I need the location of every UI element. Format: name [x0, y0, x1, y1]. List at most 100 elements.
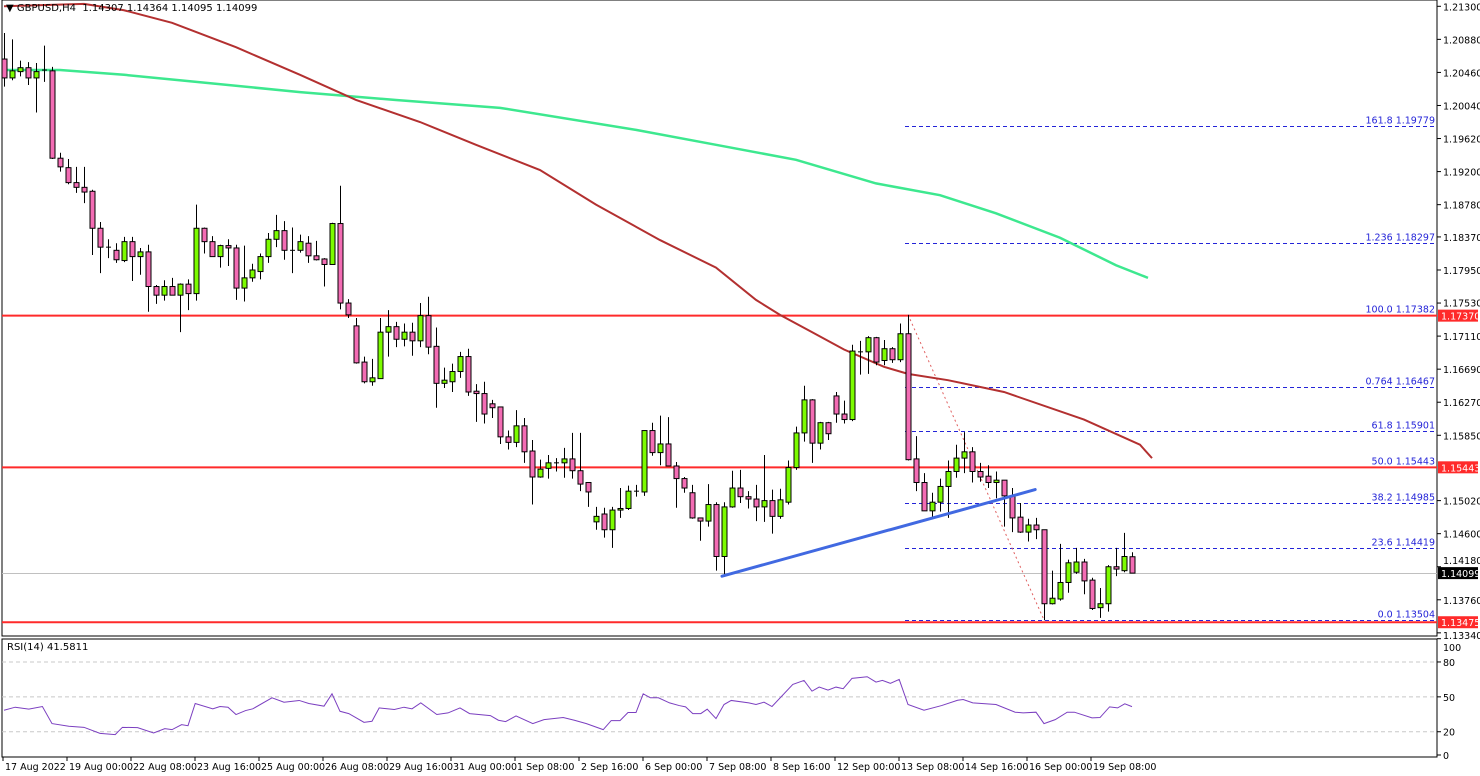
fib-level-label: 23.6 1.14419	[1372, 538, 1435, 549]
candle	[9, 39, 16, 81]
candle	[1033, 517, 1040, 540]
candle-body	[625, 490, 632, 509]
candle-body	[1113, 566, 1120, 570]
candle-body	[689, 492, 696, 519]
candle	[521, 417, 528, 463]
candle-body	[153, 286, 160, 296]
price-tick-label: 1.15850	[1443, 431, 1480, 442]
candle-body	[1001, 479, 1008, 497]
candle-body	[977, 470, 984, 478]
candle-body	[513, 425, 520, 443]
time-tick-label: 12 Sep 00:00	[837, 762, 900, 773]
candle	[473, 384, 480, 422]
candle	[1025, 518, 1032, 542]
candle	[977, 462, 984, 482]
candle	[905, 314, 912, 461]
candle	[465, 348, 472, 396]
moving-average-slow	[4, 68, 1149, 280]
candle	[625, 485, 632, 511]
candle	[809, 399, 816, 463]
candle	[409, 322, 416, 356]
candle	[849, 344, 856, 422]
time-tick-label: 14 Sep 16:00	[965, 762, 1028, 773]
candle	[106, 239, 111, 259]
candle	[1073, 547, 1080, 574]
candle-body	[113, 249, 120, 261]
candle-body	[65, 167, 72, 184]
candle	[1017, 502, 1024, 533]
candle	[529, 440, 536, 505]
candle	[577, 432, 584, 492]
candle-body	[849, 350, 856, 421]
candle	[25, 62, 32, 86]
candle-body	[737, 487, 744, 498]
candle-body	[897, 333, 904, 361]
candle	[705, 484, 712, 527]
candle-body	[665, 443, 672, 467]
candle-body	[209, 241, 216, 258]
candle	[161, 280, 168, 301]
candle-body	[1065, 562, 1072, 583]
candle	[505, 430, 512, 450]
candle	[569, 432, 576, 479]
candle	[273, 214, 280, 248]
candle	[1001, 479, 1008, 527]
candle-body	[177, 283, 184, 296]
candle	[841, 400, 848, 424]
candle-body	[449, 371, 456, 383]
candle	[281, 221, 288, 260]
candle-body	[721, 506, 728, 557]
candle	[697, 517, 704, 541]
time-tick-label: 29 Aug 16:00	[389, 762, 453, 773]
candle-body	[777, 499, 784, 517]
candle	[169, 277, 176, 296]
candle-body	[201, 227, 208, 243]
candle-body	[937, 485, 944, 503]
candle-body	[425, 315, 432, 348]
candle	[209, 236, 216, 258]
rsi-label: RSI(14) 41.5811	[7, 642, 89, 653]
candle-body	[121, 241, 128, 262]
price-tick-label: 1.17530	[1443, 299, 1480, 310]
candle	[1121, 532, 1128, 573]
candle-body	[881, 348, 888, 362]
price-tick-label: 1.15020	[1443, 497, 1480, 508]
candle-body	[225, 245, 232, 249]
price-tick-label: 1.16690	[1443, 365, 1480, 376]
candle	[769, 489, 776, 534]
candle	[1081, 558, 1088, 595]
candle-body	[609, 509, 616, 531]
candle	[153, 284, 160, 304]
candle	[777, 488, 784, 519]
candle-body	[825, 422, 832, 435]
candle	[457, 351, 464, 378]
level-price-label: 1.15443	[1441, 463, 1480, 474]
candle-body	[505, 436, 512, 443]
candle	[305, 236, 312, 263]
triangle-down-icon[interactable]: ▼	[6, 3, 14, 14]
candle	[753, 484, 760, 522]
candle-body	[57, 157, 64, 168]
candle	[985, 465, 992, 489]
candle-body	[49, 70, 56, 159]
candle-body	[409, 331, 416, 342]
candle	[921, 473, 928, 512]
time-tick-label: 13 Sep 08:00	[901, 762, 964, 773]
candle-body	[833, 395, 840, 415]
price-tick-label: 1.14180	[1443, 556, 1480, 567]
candle	[193, 204, 200, 301]
candle-body	[769, 500, 776, 517]
candle-body	[345, 302, 352, 316]
candle	[361, 356, 368, 384]
candle-body	[441, 379, 448, 384]
candle-body	[361, 361, 368, 383]
rsi-tick-label: 20	[1443, 728, 1455, 739]
close-value: 1.14099	[215, 3, 258, 14]
fib-level-label: 100.0 1.17382	[1365, 305, 1435, 316]
candle-body	[1017, 516, 1024, 533]
symbol-label: GBPUSD,H4	[16, 3, 76, 14]
candle-body	[753, 498, 760, 508]
candle	[721, 502, 728, 577]
time-tick-label: 22 Aug 08:00	[133, 762, 197, 773]
